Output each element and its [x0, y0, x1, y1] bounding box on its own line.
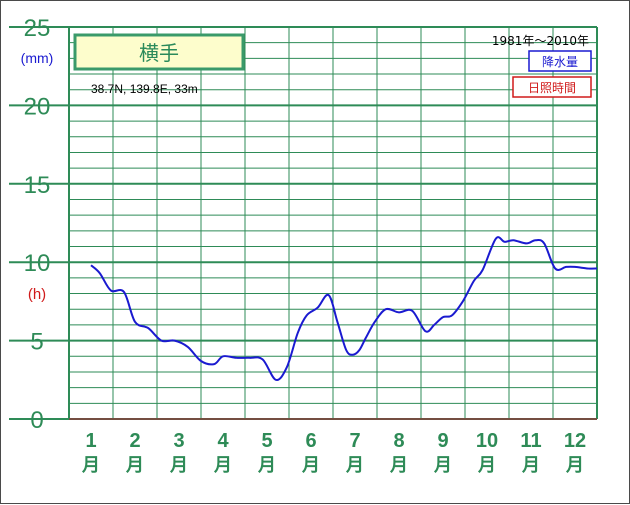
x-tick-label-month-unit: 月	[345, 455, 364, 476]
x-tick-label-month-unit: 月	[565, 455, 584, 476]
x-tick-label-month-number: 8	[393, 430, 404, 452]
period-label: 1981年～2010年	[492, 34, 589, 48]
precipitation-series-line	[90, 236, 598, 381]
y-tick-label: 25	[24, 15, 51, 42]
x-tick-label-month-number: 2	[129, 430, 140, 452]
station-title-box	[73, 33, 245, 71]
x-tick-label-month-unit: 月	[257, 455, 276, 476]
x-tick-label-month-number: 7	[349, 430, 360, 452]
x-tick-label-month-number: 3	[173, 430, 184, 452]
y-tick-label: 20	[24, 93, 51, 120]
y-unit-h: (h)	[28, 286, 46, 303]
x-tick-label-month-unit: 月	[521, 455, 540, 476]
legend-box-precipitation	[528, 50, 592, 72]
x-tick-label-month-number: 1	[85, 430, 96, 452]
y-tick-label: 10	[24, 250, 51, 277]
x-tick-label-month-unit: 月	[301, 455, 320, 476]
x-tick-label-month-number: 11	[520, 430, 541, 452]
y-unit-mm: (mm)	[21, 50, 54, 66]
legend-label-precipitation: 降水量	[542, 55, 578, 69]
x-tick-label-month-number: 6	[305, 430, 316, 452]
legend: 降水量 日照時間	[512, 50, 592, 98]
x-tick-label-month-unit: 月	[81, 455, 100, 476]
x-tick-label-month-number: 9	[437, 430, 448, 452]
y-tick-label: 15	[24, 172, 51, 199]
station-coordinates: 38.7N, 139.8E, 33m	[91, 82, 198, 96]
x-tick-label-month-unit: 月	[477, 455, 496, 476]
x-tick-label-month-number: 4	[217, 430, 229, 452]
legend-label-sunshine: 日照時間	[528, 81, 576, 95]
x-tick-label-month-unit: 月	[169, 455, 188, 476]
x-tick-label-month-unit: 月	[125, 455, 144, 476]
x-tick-label-month-number: 5	[261, 430, 272, 452]
y-tick-label: 5	[30, 329, 43, 356]
grid	[9, 26, 598, 420]
station-title: 横手	[139, 41, 179, 65]
y-tick-labels: 0 5 10 15 20 25	[24, 15, 51, 434]
legend-box-sunshine	[512, 76, 592, 98]
x-tick-label-month-number: 10	[476, 430, 498, 452]
x-tick-label-month-unit: 月	[213, 455, 232, 476]
y-tick-label: 0	[30, 407, 43, 434]
x-tick-label-month-unit: 月	[433, 455, 452, 476]
x-tick-label-month-number: 12	[564, 430, 586, 452]
x-tick-label-month-unit: 月	[389, 455, 408, 476]
x-tick-labels: 1 月 2 月 3 月 4 月 5 月 6 月 7 月 8 月 9 月 10 月 11 月 12 月	[81, 430, 586, 476]
